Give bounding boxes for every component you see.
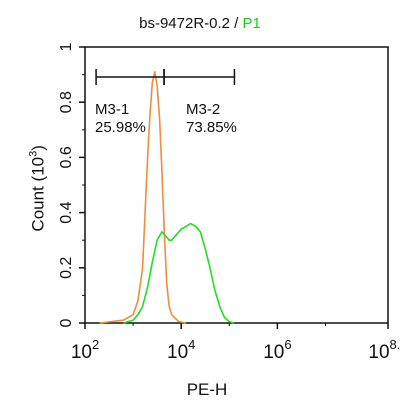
plot-frame bbox=[84, 46, 389, 324]
sample-histogram-line bbox=[123, 222, 235, 324]
y-tick-label: 0.6 bbox=[58, 146, 75, 168]
gate-markers bbox=[95, 69, 236, 85]
axis-ticks: 0 0.2 0.4 0.6 0.8 1 102 104 106 108.3 bbox=[58, 42, 400, 363]
x-tick-label: 104 bbox=[167, 337, 195, 363]
y-axis-label: Count (103) bbox=[28, 118, 49, 258]
x-tick-label: 106 bbox=[263, 337, 291, 363]
y-tick-label: 1 bbox=[58, 42, 75, 51]
gate-percent-m3-1: 25.98% bbox=[95, 119, 146, 136]
y-axis-label-paren: (10 bbox=[28, 156, 48, 182]
title-main: bs-9472R-0.2 / bbox=[139, 15, 243, 32]
chart-title: bs-9472R-0.2 / P1 bbox=[0, 15, 400, 32]
gate-label-m3-2: M3-2 73.85% bbox=[186, 101, 237, 137]
gate-label-m3-1: M3-1 25.98% bbox=[95, 101, 146, 137]
gate-name-m3-1: M3-1 bbox=[95, 101, 130, 118]
y-axis-label-close: ) bbox=[28, 145, 48, 151]
y-axis-label-exp: 3 bbox=[27, 150, 40, 157]
x-tick-label: 102 bbox=[71, 337, 99, 363]
histogram-series bbox=[99, 71, 235, 324]
control-histogram-line bbox=[99, 71, 187, 324]
gate-percent-m3-2: 73.85% bbox=[186, 119, 237, 136]
title-accent: P1 bbox=[242, 15, 261, 32]
y-axis-label-text: Count bbox=[28, 186, 48, 232]
y-tick-label: 0.4 bbox=[58, 201, 75, 223]
y-tick-label: 0 bbox=[58, 318, 75, 327]
x-axis-label: PE-H bbox=[186, 380, 228, 399]
x-tick-label: 108.3 bbox=[368, 337, 400, 363]
y-tick-label: 0.8 bbox=[58, 91, 75, 113]
gate-name-m3-2: M3-2 bbox=[186, 101, 221, 118]
y-tick-label: 0.2 bbox=[58, 257, 75, 279]
